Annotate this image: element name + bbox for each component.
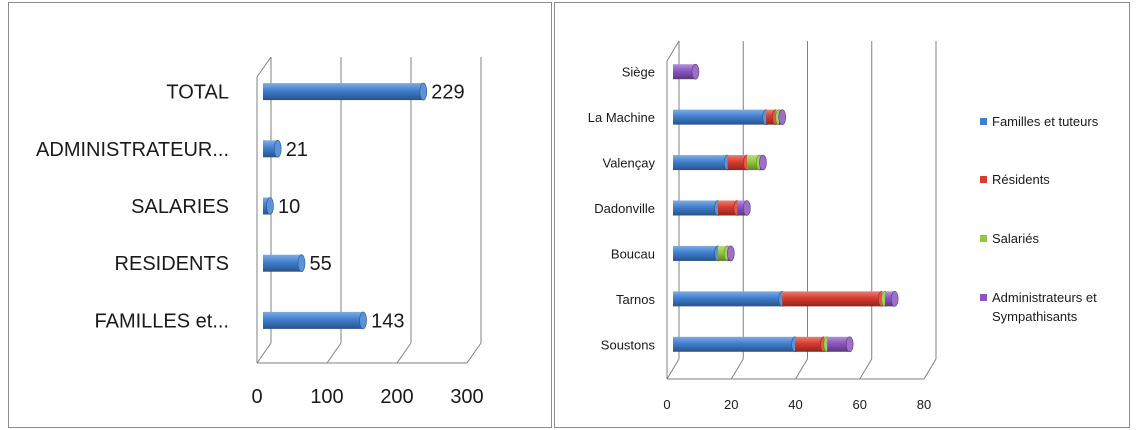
left-floor-line	[466, 342, 482, 364]
bar-segment-tarnos-0	[673, 291, 783, 307]
bar-segment-si-ge-3	[673, 64, 696, 80]
bar-segment-la-machine-1	[766, 109, 776, 125]
bar-residents	[263, 254, 302, 272]
bar-segment-boucau-0	[673, 245, 718, 261]
left-side-wall-top	[256, 56, 272, 78]
bar-total-cap	[419, 82, 428, 101]
right-floor-line	[795, 358, 808, 380]
chart-panel-right: Soustons Tarnos Boucau Dadonville Valençay La…	[554, 2, 1130, 428]
bar-segment-boucau-2	[717, 245, 728, 261]
bar-segment-dadonville-3-cap	[743, 200, 751, 216]
category-label: ADMINISTRATEUR...	[36, 139, 229, 161]
category-label: SALARIES	[131, 196, 229, 218]
bar-segment-soustons-0	[673, 336, 796, 352]
legend-label: Administrateurs et	[992, 290, 1097, 305]
category-label: Soustons	[601, 337, 656, 352]
bar-segment-boucau-3-cap	[727, 245, 735, 262]
bar-segment-valen-ay-0	[673, 155, 728, 171]
right-side-wall-top	[666, 40, 680, 62]
category-label: Boucau	[611, 246, 655, 261]
left-floor-line	[256, 342, 272, 364]
bar-administrateur--cap	[273, 140, 282, 158]
legend-label: Résidents	[992, 172, 1050, 187]
category-label: FAMILLES et...	[94, 310, 229, 332]
data-label: 229	[431, 82, 464, 104]
bar-segment-soustons-3	[827, 336, 850, 352]
bar-segment-valen-ay-3-cap	[759, 154, 767, 171]
bar-segment-tarnos-3-cap	[890, 291, 899, 307]
x-tick-label: 100	[310, 386, 343, 408]
legend-swatch	[980, 294, 987, 301]
bar-segment-dadonville-3	[737, 200, 747, 216]
legend-label: Sympathisants	[992, 309, 1078, 324]
bar-salaries-cap	[266, 197, 274, 215]
data-label: 21	[286, 139, 308, 161]
bar-segment-dadonville-0	[673, 200, 718, 216]
bar-familles-et--cap	[359, 311, 367, 330]
x-tick-label: 0	[663, 397, 670, 412]
right-floor-line	[730, 358, 744, 380]
x-tick-label: 80	[917, 397, 931, 412]
bar-familles-et-	[263, 311, 364, 329]
bar-segment-soustons-3-cap	[845, 336, 854, 353]
bar-residents-cap	[297, 254, 306, 273]
category-label: La Machine	[588, 110, 655, 125]
data-label: 143	[371, 310, 404, 332]
x-tick-label: 300	[450, 386, 483, 408]
category-label: Dadonville	[594, 201, 655, 216]
right-floor-line	[859, 358, 873, 380]
legend-label: Familles et tuteurs	[992, 114, 1099, 129]
bar-segment-la-machine-3-cap	[778, 109, 787, 125]
left-bar-chart: FAMILLES et... 143 RESIDENTS 55 SALARIES 10 AD…	[36, 56, 484, 408]
bar-segment-soustons-1	[795, 336, 824, 352]
bar-segment-valen-ay-1	[727, 155, 747, 171]
bar-segment-si-ge-3-cap	[691, 63, 700, 80]
left-floor-line	[326, 342, 342, 364]
category-label: TOTAL	[166, 82, 229, 104]
bar-administrateur-	[263, 140, 278, 158]
legend-swatch	[980, 235, 987, 242]
legend-swatch	[980, 118, 987, 125]
x-tick-label: 0	[251, 386, 262, 408]
x-tick-label: 200	[380, 386, 413, 408]
bar-segment-la-machine-0	[673, 109, 767, 125]
bar-total	[263, 83, 424, 101]
legend-swatch	[980, 176, 987, 183]
bar-segment-tarnos-1	[782, 291, 882, 307]
category-label: Tarnos	[616, 292, 656, 307]
right-floor-line	[923, 358, 937, 380]
bar-segment-tarnos-3	[885, 291, 895, 307]
data-label: 55	[310, 253, 332, 275]
x-tick-label: 40	[788, 397, 802, 412]
x-tick-label: 60	[853, 397, 867, 412]
data-label: 10	[278, 196, 300, 218]
right-floor-line	[666, 358, 680, 380]
bar-segment-dadonville-1	[717, 200, 738, 216]
right-stacked-bar-chart: Soustons Tarnos Boucau Dadonville Valençay La…	[588, 40, 1099, 412]
x-tick-label: 20	[724, 397, 738, 412]
left-floor-line	[396, 342, 412, 364]
chart-panel-left: FAMILLES et... 143 RESIDENTS 55 SALARIES 10 AD…	[8, 2, 552, 428]
category-label: Siège	[622, 65, 655, 80]
category-label: Valençay	[602, 156, 655, 171]
category-label: RESIDENTS	[115, 253, 229, 275]
legend-label: Salariés	[992, 231, 1039, 246]
